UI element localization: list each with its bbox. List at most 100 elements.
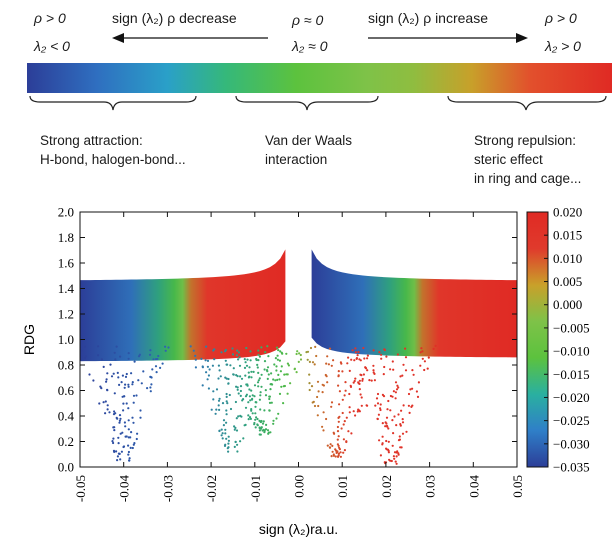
scatter-point — [132, 443, 135, 446]
spike-points — [295, 345, 381, 458]
scatter-point — [218, 369, 221, 372]
scatter-point — [401, 374, 404, 377]
scatter-point — [84, 357, 87, 360]
scatter-point — [114, 412, 117, 415]
x-tick-label: -0.05 — [73, 475, 88, 502]
scatter-point — [113, 429, 116, 432]
scatter-point — [266, 345, 269, 348]
scatter-point — [137, 379, 140, 382]
scatter-point — [266, 366, 270, 369]
scatter-point — [366, 354, 369, 357]
scatter-point — [232, 373, 235, 376]
scatter-point — [332, 453, 335, 456]
scatter-point — [133, 360, 136, 363]
scatter-point — [356, 410, 359, 413]
scatter-point — [391, 360, 394, 363]
scatter-point — [285, 352, 288, 355]
scatter-point — [345, 416, 348, 419]
scatter-point — [255, 401, 258, 404]
scatter-point — [349, 385, 353, 388]
positive-band — [311, 249, 517, 358]
scatter-point — [372, 369, 375, 372]
scatter-point — [283, 373, 286, 376]
scatter-point — [102, 365, 105, 368]
scatter-point — [200, 357, 203, 360]
scatter-point — [383, 348, 386, 352]
scatter-point — [119, 458, 122, 461]
scatter-point — [247, 414, 250, 417]
scatter-point — [148, 353, 152, 356]
scatter-point — [225, 409, 228, 412]
scatter-point — [343, 449, 346, 452]
scatter-point — [342, 423, 345, 426]
scatter-point — [312, 400, 315, 403]
scatter-point — [299, 358, 303, 361]
y-axis-label: RDG — [21, 324, 37, 355]
scatter-point — [192, 349, 195, 352]
scatter-point — [385, 422, 388, 425]
scatter-point — [286, 362, 289, 365]
scatter-point — [263, 360, 267, 363]
scatter-point — [272, 419, 275, 422]
scatter-point — [402, 363, 405, 366]
scatter-point — [248, 388, 251, 391]
scatter-point — [240, 377, 244, 380]
scatter-point — [421, 350, 424, 353]
scatter-point — [337, 416, 340, 419]
scatter-point — [372, 364, 375, 367]
scatter-point — [235, 429, 239, 432]
scatter-point — [120, 381, 123, 384]
scatter-point — [248, 416, 252, 419]
scatter-point — [338, 448, 341, 451]
scatter-point — [132, 401, 135, 404]
scatter-point — [213, 358, 216, 361]
scatter-point — [83, 345, 86, 348]
scatter-point — [213, 348, 216, 351]
vdw-text: Van der Waals interaction — [265, 131, 352, 169]
scatter-point — [105, 380, 108, 383]
scatter-point — [227, 377, 230, 381]
scatter-point — [225, 421, 228, 424]
scatter-point — [239, 394, 242, 397]
scatter-point — [337, 370, 340, 373]
y-tick-label: 2.0 — [58, 205, 74, 220]
scatter-point — [272, 422, 275, 425]
scatter-point — [337, 444, 340, 447]
scatter-point — [354, 347, 357, 350]
scatter-point — [298, 352, 301, 355]
scatter-point — [80, 349, 83, 352]
scatter-point — [238, 356, 241, 359]
scatter-point — [118, 383, 121, 386]
scatter-point — [210, 408, 213, 411]
scatter-point — [397, 413, 400, 416]
scatter-point — [359, 373, 362, 376]
scatter-point — [359, 393, 362, 396]
scatter-point — [280, 365, 283, 368]
scatter-point — [419, 364, 422, 367]
scatter-point — [258, 377, 261, 380]
scatter-point — [247, 376, 250, 379]
scatter-point — [315, 354, 318, 358]
scatter-point — [348, 411, 351, 414]
attraction-line-2: H-bond, halogen-bond... — [40, 152, 186, 167]
scatter-point — [212, 390, 215, 393]
scatter-point — [242, 398, 245, 401]
scatter-point — [201, 384, 204, 387]
scatter-point — [157, 354, 160, 358]
repulsion-line-2: steric effect — [474, 152, 543, 167]
scatter-point — [235, 417, 238, 420]
scatter-point — [167, 346, 170, 349]
scatter-point — [337, 374, 340, 377]
scatter-point — [423, 368, 426, 372]
scatter-point — [156, 357, 159, 361]
scatter-point — [275, 365, 278, 368]
scatter-point — [244, 406, 248, 409]
scatter-point — [235, 354, 239, 357]
scatter-point — [260, 346, 263, 349]
scatter-point — [105, 378, 108, 381]
scatter-point — [378, 351, 381, 354]
scatter-point — [261, 422, 265, 425]
scatter-point — [217, 377, 220, 380]
scatter-point — [330, 364, 333, 367]
scatter-point — [392, 390, 395, 393]
